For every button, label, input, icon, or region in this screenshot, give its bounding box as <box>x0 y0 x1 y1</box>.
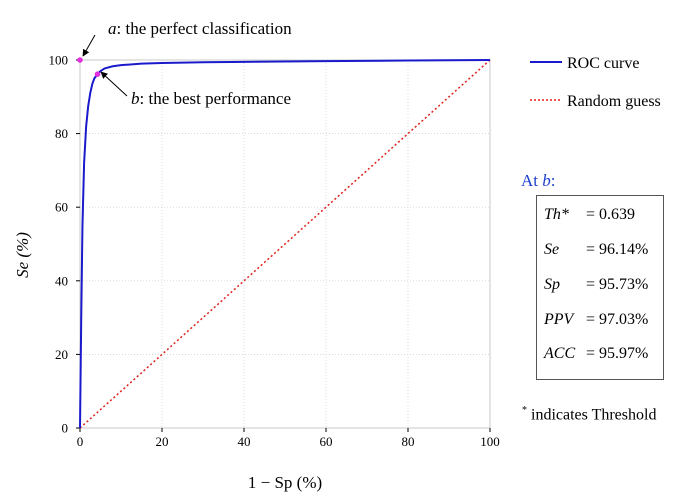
metric-ppv: PPV = 97.03% <box>544 311 648 329</box>
metric-name: PPV <box>544 311 574 328</box>
x-tick-label: 20 <box>156 434 169 449</box>
threshold-note: * indicates Threshold <box>522 405 656 424</box>
grid <box>80 60 490 428</box>
x-axis-title: 1 − Sp (%) <box>248 473 322 492</box>
metric-name: ACC <box>544 345 576 362</box>
info-title: At b: <box>521 171 556 190</box>
x-tick-label: 0 <box>77 434 84 449</box>
axis-ticks: 0 20 40 60 80 100 0 20 40 60 80 100 <box>49 53 500 450</box>
annotation-points <box>77 57 101 78</box>
y-tick-label: 100 <box>49 53 69 68</box>
y-tick-label: 60 <box>55 200 68 215</box>
metric-value: = 0.639 <box>586 206 636 223</box>
y-tick-label: 0 <box>62 421 69 436</box>
metric-name: Th* <box>544 206 569 223</box>
y-tick-label: 80 <box>55 126 68 141</box>
annotation-a-arrow <box>82 34 96 57</box>
legend-roc-label: ROC curve <box>567 55 639 72</box>
series <box>79 59 491 429</box>
point-a <box>77 57 83 63</box>
metric-se: Se = 96.14% <box>544 241 648 259</box>
y-tick-label: 20 <box>55 347 68 362</box>
x-tick-label: 40 <box>238 434 251 449</box>
metric-name: Sp <box>544 276 560 293</box>
annotation-a-label: a: the perfect classification <box>108 19 292 38</box>
x-tick-label: 60 <box>320 434 333 449</box>
point-b <box>94 71 101 78</box>
random-guess-line <box>79 59 491 429</box>
y-axis-title: Se (%) <box>13 232 32 278</box>
metrics-box: Th* = 0.639 Se = 96.14% Sp = 95.73% PPV = 97… <box>536 195 664 380</box>
annotation-b-arrow <box>100 71 128 97</box>
roc-curve-line <box>79 59 491 429</box>
metric-name: Se <box>544 241 560 258</box>
metric-sp: Sp = 95.73% <box>544 276 648 294</box>
metric-value: = 95.73% <box>586 276 649 293</box>
metric-threshold: Th* = 0.639 <box>544 206 635 224</box>
x-tick-label: 80 <box>402 434 415 449</box>
metric-value: = 97.03% <box>586 311 649 328</box>
metric-value: = 96.14% <box>586 241 649 258</box>
legend-random-label: Random guess <box>567 93 661 110</box>
metric-acc: ACC = 95.97% <box>544 345 648 363</box>
annotation-b-label: b: the best performance <box>131 89 291 108</box>
x-tick-label: 100 <box>480 434 500 449</box>
y-tick-label: 40 <box>55 273 68 288</box>
metric-value: = 95.97% <box>586 345 649 362</box>
plot-frame <box>79 59 491 429</box>
note-text: indicates Threshold <box>527 406 657 424</box>
note-mark: * <box>522 405 527 416</box>
